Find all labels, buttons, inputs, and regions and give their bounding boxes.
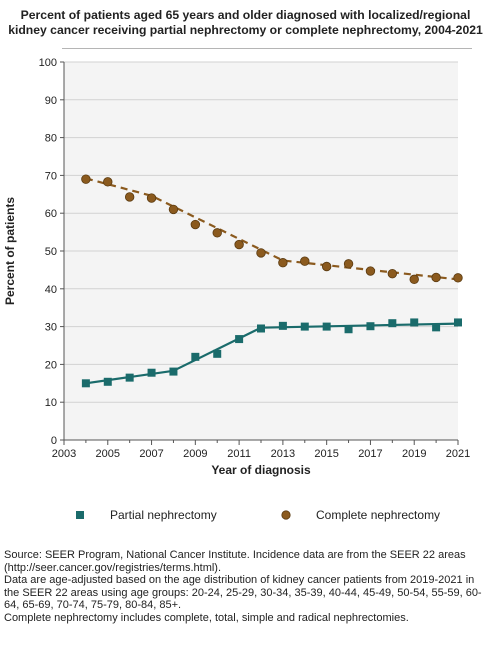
line-chart: 0 10 20 30 40 50 60 70 80 90 100 2003 2005 2007 2009 20… <box>3 57 470 477</box>
partial-nephrectomy-point <box>366 322 375 331</box>
partial-nephrectomy-point <box>454 318 462 327</box>
legend-item-partial: Partial nephrectomy <box>72 508 217 522</box>
complete-nephrectomy-point <box>168 204 179 215</box>
partial-nephrectomy-point <box>278 321 287 330</box>
chart-title-line-2: kidney cancer receiving partial nephrect… <box>8 23 483 37</box>
complete-nephrectomy-point <box>321 261 332 272</box>
source-notes: Source: SEER Program, National Cancer In… <box>4 549 488 625</box>
x-tick-label: 2015 <box>314 448 338 460</box>
x-tick-label: 2013 <box>271 448 295 460</box>
partial-nephrectomy-point <box>125 373 134 382</box>
y-tick-label: 20 <box>45 359 57 371</box>
partial-nephrectomy-point <box>169 367 178 376</box>
legend-swatch-partial <box>76 511 84 519</box>
y-tick-label: 0 <box>51 435 57 447</box>
x-tick-label: 2019 <box>402 448 426 460</box>
y-tick-label: 50 <box>45 246 57 258</box>
chart-title: Percent of patients aged 65 years and ol… <box>0 8 491 38</box>
complete-nephrectomy-point <box>431 272 441 283</box>
partial-nephrectomy-point <box>147 368 156 377</box>
x-tick-label: 2021 <box>446 448 470 460</box>
complete-nephrectomy-point <box>146 193 157 203</box>
x-tick-label: 2007 <box>139 448 163 460</box>
complete-nephrectomy-point <box>300 256 310 266</box>
complete-nephrectomy-point <box>409 274 419 285</box>
partial-nephrectomy-point <box>388 319 397 328</box>
legend-label-partial: Partial nephrectomy <box>110 508 217 522</box>
y-tick-label: 100 <box>39 57 57 69</box>
legend-label-complete: Complete nephrectomy <box>316 508 441 522</box>
complete-nephrectomy-point <box>124 192 135 202</box>
partial-nephrectomy-point <box>235 335 244 344</box>
partial-nephrectomy-point <box>432 323 441 332</box>
partial-nephrectomy-point <box>410 318 419 327</box>
legend-swatch-complete <box>281 510 291 520</box>
note-age-adjustment: Data are age-adjusted based on the age d… <box>4 574 482 612</box>
x-tick-label: 2009 <box>183 448 207 460</box>
note-source: Source: SEER Program, National Cancer In… <box>4 549 466 574</box>
complete-nephrectomy-point <box>365 266 376 276</box>
y-tick-label: 10 <box>45 397 57 409</box>
complete-nephrectomy-point <box>453 273 463 283</box>
x-tick-label: 2017 <box>358 448 382 460</box>
complete-nephrectomy-point <box>190 219 201 230</box>
complete-nephrectomy-point <box>387 268 398 279</box>
complete-nephrectomy-point <box>103 177 113 187</box>
y-axis-label: Percent of patients <box>3 197 17 305</box>
partial-nephrectomy-point <box>300 322 309 331</box>
y-tick-label: 80 <box>45 133 57 145</box>
note-definition: Complete nephrectomy includes complete, … <box>4 611 409 624</box>
title-divider <box>62 48 472 49</box>
y-tick-label: 70 <box>45 170 57 182</box>
partial-nephrectomy-point <box>103 377 112 386</box>
x-tick-label: 2003 <box>52 448 76 460</box>
y-tick-label: 60 <box>45 208 57 220</box>
y-tick-label: 30 <box>45 322 57 334</box>
legend-item-complete: Complete nephrectomy <box>278 508 440 522</box>
chart-title-line-1: Percent of patients aged 65 years and ol… <box>20 8 471 22</box>
complete-nephrectomy-point <box>234 239 244 250</box>
complete-nephrectomy-point <box>256 248 266 258</box>
partial-nephrectomy-point <box>81 379 90 388</box>
x-axis-label: Year of diagnosis <box>211 463 311 477</box>
partial-nephrectomy-point <box>191 352 200 361</box>
partial-nephrectomy-point <box>213 349 222 358</box>
complete-nephrectomy-point <box>278 258 288 268</box>
x-tick-label: 2005 <box>96 448 120 460</box>
complete-nephrectomy-point <box>81 174 91 184</box>
partial-nephrectomy-point <box>322 322 331 331</box>
partial-nephrectomy-point <box>257 324 265 333</box>
y-tick-label: 90 <box>45 95 57 107</box>
complete-nephrectomy-point <box>212 228 222 238</box>
partial-nephrectomy-point <box>344 325 353 334</box>
y-tick-label: 40 <box>45 284 57 296</box>
x-tick-label: 2011 <box>227 448 251 460</box>
complete-nephrectomy-point <box>343 259 354 269</box>
